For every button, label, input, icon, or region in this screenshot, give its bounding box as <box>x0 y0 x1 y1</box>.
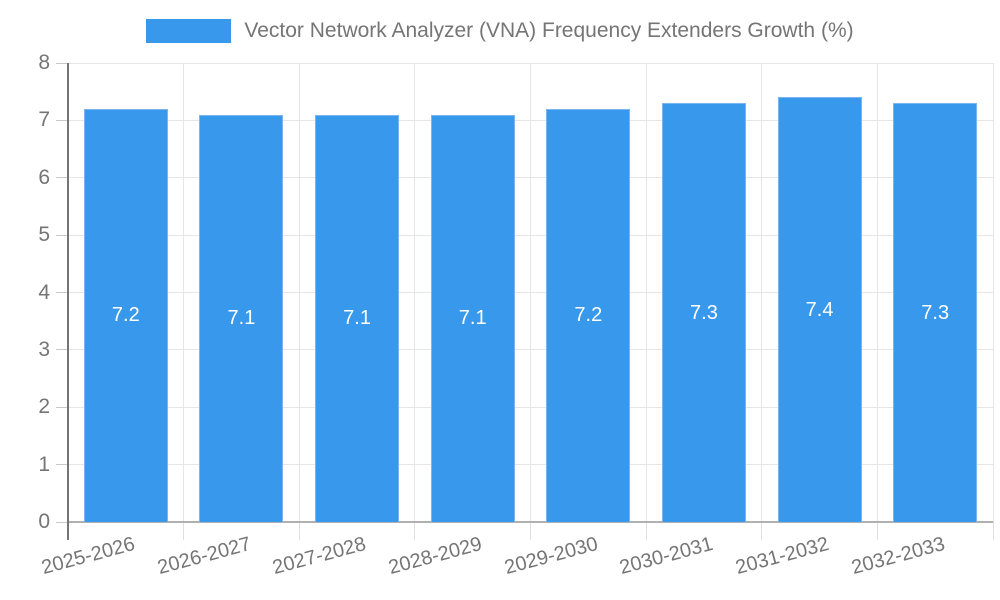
x-tick-label: 2028-2029 <box>386 533 485 580</box>
y-axis-tick <box>56 177 68 179</box>
x-axis-tick <box>876 522 878 540</box>
v-gridline <box>298 63 300 522</box>
x-axis-tick <box>183 522 185 540</box>
v-gridline <box>645 63 647 522</box>
x-tick-label: 2026-2027 <box>155 533 254 580</box>
y-tick-label: 5 <box>38 223 50 247</box>
x-tick-label: 2029-2030 <box>501 533 601 580</box>
bar-value-label: 7.1 <box>458 307 487 330</box>
v-gridline <box>876 63 878 522</box>
y-tick-label: 1 <box>38 452 50 476</box>
bar[interactable] <box>315 114 400 522</box>
bar[interactable] <box>83 108 168 522</box>
y-tick-label: 4 <box>38 280 50 304</box>
x-tick-label: 2025-2026 <box>39 533 138 580</box>
x-axis-tick <box>298 522 300 540</box>
x-tick-label: 2031-2032 <box>733 533 832 580</box>
y-tick-label: 0 <box>38 510 50 533</box>
x-axis-tick <box>761 522 763 540</box>
y-tick-label: 2 <box>38 395 50 419</box>
x-axis-tick <box>992 522 994 540</box>
bar-value-label: 7.4 <box>805 298 834 321</box>
y-tick-label: 3 <box>38 337 50 361</box>
bar-value-label: 7.1 <box>227 307 256 330</box>
legend-label: Vector Network Analyzer (VNA) Frequency … <box>244 19 854 42</box>
y-axis-tick <box>56 119 68 121</box>
y-axis-tick <box>56 234 68 236</box>
y-axis-tick <box>56 464 68 466</box>
bar-value-label: 7.3 <box>921 301 950 324</box>
bar[interactable] <box>893 103 978 522</box>
y-tick-label: 7 <box>38 108 50 132</box>
chart-legend[interactable]: Vector Network Analyzer (VNA) Frequency … <box>0 19 1000 43</box>
v-gridline <box>414 63 416 522</box>
x-axis-tick <box>530 522 531 540</box>
y-axis-line <box>67 63 69 540</box>
bar[interactable] <box>777 97 862 522</box>
bar[interactable] <box>661 103 746 522</box>
legend-swatch-icon <box>146 19 232 43</box>
bar[interactable] <box>199 114 284 522</box>
bar-value-label: 7.2 <box>574 304 603 327</box>
y-axis-tick <box>56 406 68 408</box>
y-axis-tick <box>56 292 68 293</box>
y-axis-tick <box>56 521 68 523</box>
y-tick-label: 6 <box>38 165 50 189</box>
bar-value-label: 7.1 <box>343 307 371 330</box>
x-axis-tick <box>645 522 647 540</box>
y-axis-tick <box>56 62 68 64</box>
v-gridline <box>183 63 185 522</box>
x-tick-label: 2027-2028 <box>270 533 369 580</box>
x-tick-label: 2030-2031 <box>617 533 716 580</box>
bar-value-label: 7.2 <box>111 304 140 327</box>
y-tick-label: 8 <box>38 51 50 74</box>
bar-value-label: 7.3 <box>690 301 718 324</box>
bar[interactable] <box>546 108 631 522</box>
v-gridline <box>530 63 531 522</box>
y-axis-tick <box>56 349 68 351</box>
x-axis-baseline <box>68 521 993 523</box>
v-gridline <box>992 63 994 522</box>
x-tick-label: 2032-2033 <box>848 533 947 580</box>
bar[interactable] <box>430 114 515 522</box>
v-gridline <box>761 63 763 522</box>
x-axis-tick <box>414 522 416 540</box>
